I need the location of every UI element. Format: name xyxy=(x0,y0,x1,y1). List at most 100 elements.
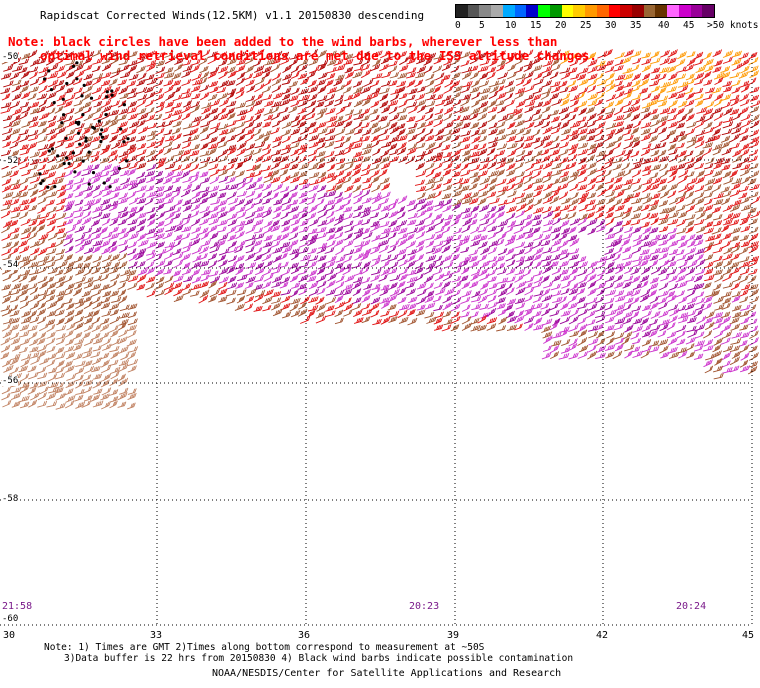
wind-barb xyxy=(245,190,256,198)
wind-barb xyxy=(163,129,173,136)
wind-barb xyxy=(630,50,642,58)
wind-barb xyxy=(595,60,606,67)
wind-barb xyxy=(352,184,362,193)
wind-barb xyxy=(73,177,85,185)
wind-barb xyxy=(46,242,56,249)
wind-barb xyxy=(209,175,220,185)
wind-barb xyxy=(270,127,280,135)
wind-barb xyxy=(56,114,67,122)
wind-barb xyxy=(540,51,551,60)
wind-barb xyxy=(29,176,41,184)
wind-barb xyxy=(558,191,569,200)
legend-swatch xyxy=(702,5,715,17)
wind-barb xyxy=(127,324,137,332)
wind-barb xyxy=(623,73,634,81)
wind-barb xyxy=(498,199,508,206)
wind-barb xyxy=(163,197,174,205)
wind-barb xyxy=(407,67,417,74)
wind-barb xyxy=(576,296,586,304)
wind-barb xyxy=(714,274,725,283)
wind-barb xyxy=(81,400,92,408)
wind-barb xyxy=(468,212,478,220)
wind-barb xyxy=(217,107,227,116)
wind-barb xyxy=(1,386,12,395)
wind-barb xyxy=(416,135,426,144)
wind-barb xyxy=(289,171,300,179)
wind-barb xyxy=(180,232,191,241)
wind-barb xyxy=(378,115,388,122)
wind-barb xyxy=(567,67,578,74)
flag-circle xyxy=(43,77,47,81)
wind-barb xyxy=(128,50,138,58)
wind-barb xyxy=(667,49,678,58)
flag-circle xyxy=(125,159,129,163)
wind-barb xyxy=(388,80,398,87)
wind-barb xyxy=(666,268,677,276)
wind-barb xyxy=(587,344,597,353)
wind-barb xyxy=(108,280,118,289)
wind-barb xyxy=(279,281,289,289)
wind-barb xyxy=(676,254,687,261)
wind-barb xyxy=(722,116,733,123)
wind-barb xyxy=(2,273,13,282)
wind-barb xyxy=(471,79,481,88)
wind-barb xyxy=(361,148,372,156)
footnote-line-2: 3)Data buffer is 22 hrs from 20150830 4)… xyxy=(64,653,574,664)
wind-barb xyxy=(182,262,191,270)
wind-barb xyxy=(460,59,470,67)
wind-barb xyxy=(171,212,181,220)
wind-barb xyxy=(36,105,46,114)
wind-barb xyxy=(192,79,203,86)
wind-barb xyxy=(478,190,489,198)
wind-barb xyxy=(660,133,671,143)
wind-barb xyxy=(90,351,101,359)
wind-barb xyxy=(145,276,156,283)
wind-barb xyxy=(533,50,543,59)
wind-barb xyxy=(468,182,478,191)
flag-circle xyxy=(97,119,101,123)
wind-barb xyxy=(308,48,318,58)
wind-barb xyxy=(693,87,704,95)
wind-barb xyxy=(380,50,389,59)
wind-barb xyxy=(252,128,262,137)
wind-barb xyxy=(676,219,686,227)
wind-barb xyxy=(30,356,41,365)
wind-barb xyxy=(677,266,687,275)
wind-barb xyxy=(108,78,118,86)
wind-barb xyxy=(217,136,226,144)
wind-barb xyxy=(243,106,254,114)
wind-barb xyxy=(1,178,12,186)
wind-barb xyxy=(444,79,454,88)
wind-barb xyxy=(594,323,604,331)
wind-barb xyxy=(226,134,237,142)
flag-circle xyxy=(75,61,79,65)
wind-barb xyxy=(199,253,208,261)
wind-barb xyxy=(298,178,309,185)
lat-label-50: -50 xyxy=(2,52,19,62)
wind-barb xyxy=(675,73,687,80)
wind-barb xyxy=(316,267,326,275)
wind-barb xyxy=(684,213,696,221)
wind-barb xyxy=(91,184,101,193)
wind-barb xyxy=(748,149,759,156)
wind-barb xyxy=(614,52,625,60)
legend-swatch xyxy=(585,5,597,17)
wind-barb xyxy=(101,176,112,184)
wind-barb xyxy=(369,163,380,171)
wind-barb xyxy=(650,266,661,275)
wind-barb xyxy=(253,192,263,200)
wind-barb xyxy=(587,65,598,74)
wind-barb xyxy=(253,232,265,240)
wind-barb xyxy=(658,252,669,261)
wind-barb xyxy=(360,122,370,129)
wind-barb xyxy=(622,129,632,136)
wind-barb xyxy=(316,162,326,170)
wind-barb xyxy=(300,296,310,305)
wind-barb xyxy=(676,338,686,346)
wind-barb xyxy=(686,325,697,333)
wind-barb xyxy=(432,162,443,171)
wind-barb xyxy=(46,324,56,333)
wind-barb xyxy=(344,184,354,193)
wind-barb xyxy=(317,184,327,193)
wind-barb xyxy=(118,329,128,338)
